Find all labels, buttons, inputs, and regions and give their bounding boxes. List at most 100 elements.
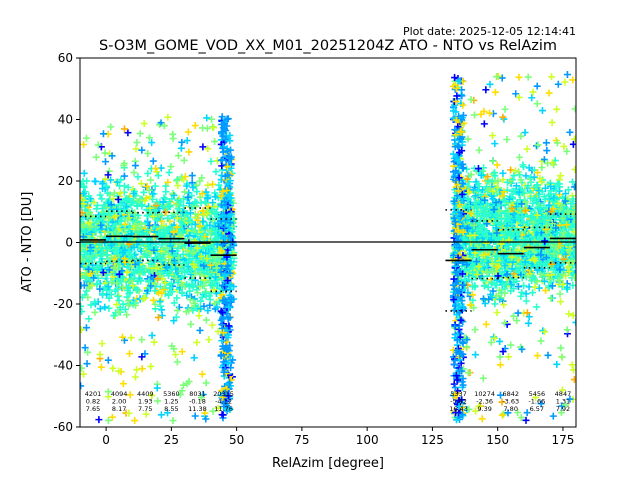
scatter-point: [464, 369, 472, 377]
scatter-point: [218, 247, 226, 255]
scatter-point: [218, 201, 226, 209]
bin-std-label: 6.57: [530, 405, 544, 413]
scatter-point: [154, 397, 162, 405]
scatter-point: [202, 379, 210, 387]
scatter-point: [538, 163, 546, 171]
x-tick-label: 25: [164, 433, 179, 447]
scatter-point: [221, 270, 229, 278]
scatter-point: [121, 125, 129, 133]
bin-std-label: 9.39: [477, 405, 491, 413]
scatter-point: [226, 405, 234, 413]
scatter-point: [202, 188, 210, 196]
scatter-point: [134, 277, 142, 285]
scatter-point: [534, 352, 542, 360]
scatter-point: [127, 253, 135, 261]
scatter-point: [174, 152, 182, 160]
scatter-point: [116, 303, 124, 311]
scatter-point: [170, 228, 178, 236]
scatter-point: [201, 409, 209, 417]
scatter-point: [135, 259, 143, 267]
scatter-point: [168, 195, 176, 203]
scatter-points: [80, 71, 576, 425]
scatter-point: [210, 277, 218, 285]
scatter-point: [218, 291, 226, 299]
scatter-point: [533, 100, 541, 108]
scatter-point: [219, 296, 227, 304]
scatter-point: [533, 82, 541, 90]
scatter-point: [525, 319, 533, 327]
scatter-point: [190, 299, 198, 307]
scatter-point: [119, 248, 127, 256]
scatter-point: [215, 222, 223, 230]
scatter-point: [219, 148, 227, 156]
scatter-point: [144, 149, 152, 157]
scatter-point: [125, 301, 133, 309]
scatter-point: [154, 275, 162, 283]
scatter-point: [98, 340, 106, 348]
scatter-point: [199, 217, 207, 225]
scatter-point: [569, 76, 576, 84]
scatter-point: [101, 284, 109, 292]
scatter-point: [148, 391, 156, 399]
scatter-point: [195, 245, 203, 253]
scatter-point: [491, 88, 499, 96]
scatter-point: [189, 183, 197, 191]
scatter-point: [218, 281, 226, 289]
scatter-point: [217, 352, 225, 360]
scatter-point: [115, 297, 123, 305]
scatter-point: [200, 282, 208, 290]
scatter-point: [147, 176, 155, 184]
scatter-point: [132, 221, 140, 229]
scatter-point: [173, 358, 181, 366]
scatter-point: [115, 367, 123, 375]
scatter-point: [129, 282, 137, 290]
scatter-point: [116, 208, 124, 216]
x-tick-label: 125: [421, 433, 444, 447]
scatter-point: [84, 293, 92, 301]
scatter-point: [174, 196, 182, 204]
scatter-point: [91, 237, 99, 245]
scatter-point: [189, 280, 197, 288]
scatter-point: [537, 337, 545, 345]
scatter-point: [171, 259, 179, 267]
scatter-point: [563, 326, 571, 334]
scatter-point: [198, 394, 206, 402]
scatter-point: [160, 286, 168, 294]
scatter-point: [548, 118, 556, 126]
scatter-point: [129, 198, 137, 206]
scatter-point: [82, 134, 90, 142]
scatter-point: [557, 298, 565, 306]
scatter-point: [224, 392, 232, 400]
scatter-point: [226, 243, 234, 251]
scatter-point: [517, 176, 525, 184]
scatter-point: [164, 113, 172, 121]
scatter-point: [121, 196, 129, 204]
scatter-point: [557, 172, 565, 180]
scatter-point: [81, 344, 89, 352]
scatter-point: [157, 296, 165, 304]
scatter-point: [151, 280, 159, 288]
scatter-point: [556, 290, 564, 298]
scatter-point: [568, 361, 576, 369]
scatter-point: [192, 181, 200, 189]
scatter-point: [491, 334, 499, 342]
scatter-point: [124, 129, 132, 137]
scatter-point: [535, 284, 543, 292]
scatter-point: [217, 268, 225, 276]
scatter-point: [204, 181, 212, 189]
scatter-point: [178, 138, 186, 146]
scatter-point: [529, 88, 537, 96]
scatter-point: [197, 252, 205, 260]
scatter-point: [226, 269, 234, 277]
scatter-point: [181, 188, 189, 196]
scatter-point: [121, 255, 129, 263]
scatter-point: [534, 141, 542, 149]
scatter-point: [109, 223, 117, 231]
scatter-point: [162, 256, 170, 264]
scatter-point: [191, 220, 199, 228]
scatter-point: [505, 353, 513, 361]
bin-std-label: 16.43: [449, 405, 468, 413]
scatter-point: [147, 260, 155, 268]
scatter-point: [486, 80, 494, 88]
